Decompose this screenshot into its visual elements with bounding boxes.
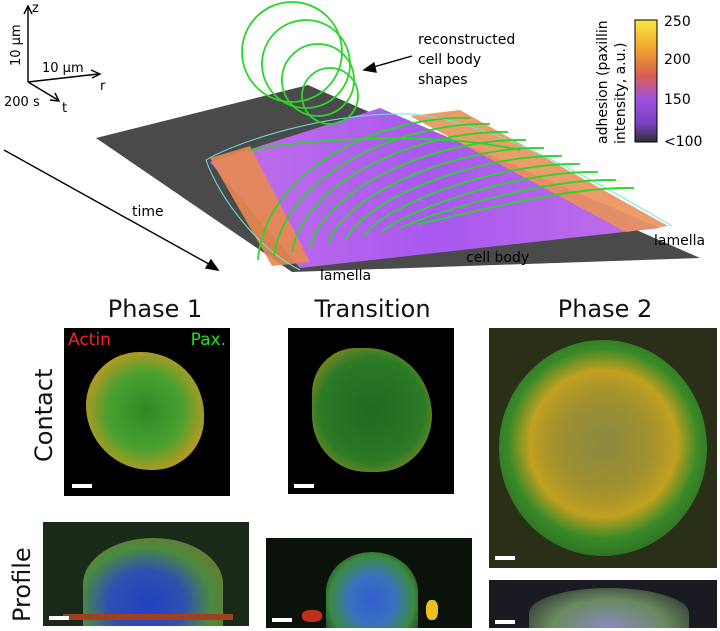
phase1-profile-image (43, 522, 249, 626)
transition-title: Transition (314, 295, 431, 323)
reconstructed-cell-shapes (241, 1, 635, 261)
colorbar (634, 19, 658, 143)
time-arrow-label: time (132, 204, 164, 220)
scale-bar (495, 620, 515, 624)
phase2-title: Phase 2 (557, 295, 653, 323)
z-axis-label: z (32, 1, 39, 16)
cell-outline-trace (205, 113, 673, 271)
r-scale-label: 10 μm (42, 61, 84, 76)
annotation-arrow (362, 55, 413, 73)
z-scale-label: 10 μm (9, 24, 24, 66)
time-arrow (3, 149, 220, 271)
colorbar-label-line1: adhesion (paxillin (595, 20, 611, 144)
lamella-left-label: lamella (320, 268, 371, 284)
t-scale-label: 200 s (4, 95, 40, 110)
phase1-contact-image: Actin Pax. (64, 328, 230, 496)
colorbar-label-line2: intensity, a.u.) (613, 43, 629, 144)
profile-row-label: Profile (8, 547, 36, 622)
annotation-line2: cell body (418, 52, 481, 68)
phase2-profile-image (489, 580, 717, 628)
phase2-contact-image (489, 328, 717, 568)
scale-bar (272, 618, 292, 622)
scale-bar (49, 616, 69, 620)
actin-channel-label: Actin (68, 330, 111, 350)
lamella-right-label: lamella (654, 233, 705, 249)
r-axis-label: r (100, 79, 106, 94)
lamella-band-left (210, 146, 310, 266)
t-axis-label: t (62, 101, 67, 116)
transition-profile-image (266, 538, 472, 628)
transition-contact-image (288, 328, 454, 494)
phase1-title: Phase 1 (107, 295, 203, 323)
scale-bar (495, 556, 515, 560)
colorbar-tick-250: 250 (664, 14, 691, 30)
coordinate-axes (23, 4, 102, 102)
lamella-band-right (410, 110, 668, 232)
colorbar-tick-200: 200 (664, 52, 691, 68)
colorbar-tick-100: <100 (664, 134, 702, 150)
colorbar-tick-150: 150 (664, 92, 691, 108)
paxillin-channel-label: Pax. (190, 330, 226, 350)
annotation-line1: reconstructed (418, 32, 515, 48)
cell-body-label: cell body (466, 250, 529, 266)
kymograph-3d-figure: z 10 μm 10 μm r 200 s t time reconstruct… (3, 1, 705, 284)
annotation-line3: shapes (418, 72, 468, 88)
adhesion-surface (210, 108, 660, 268)
contact-row-label: Contact (30, 368, 58, 462)
scale-bar (72, 484, 92, 488)
scale-bar (294, 484, 314, 488)
